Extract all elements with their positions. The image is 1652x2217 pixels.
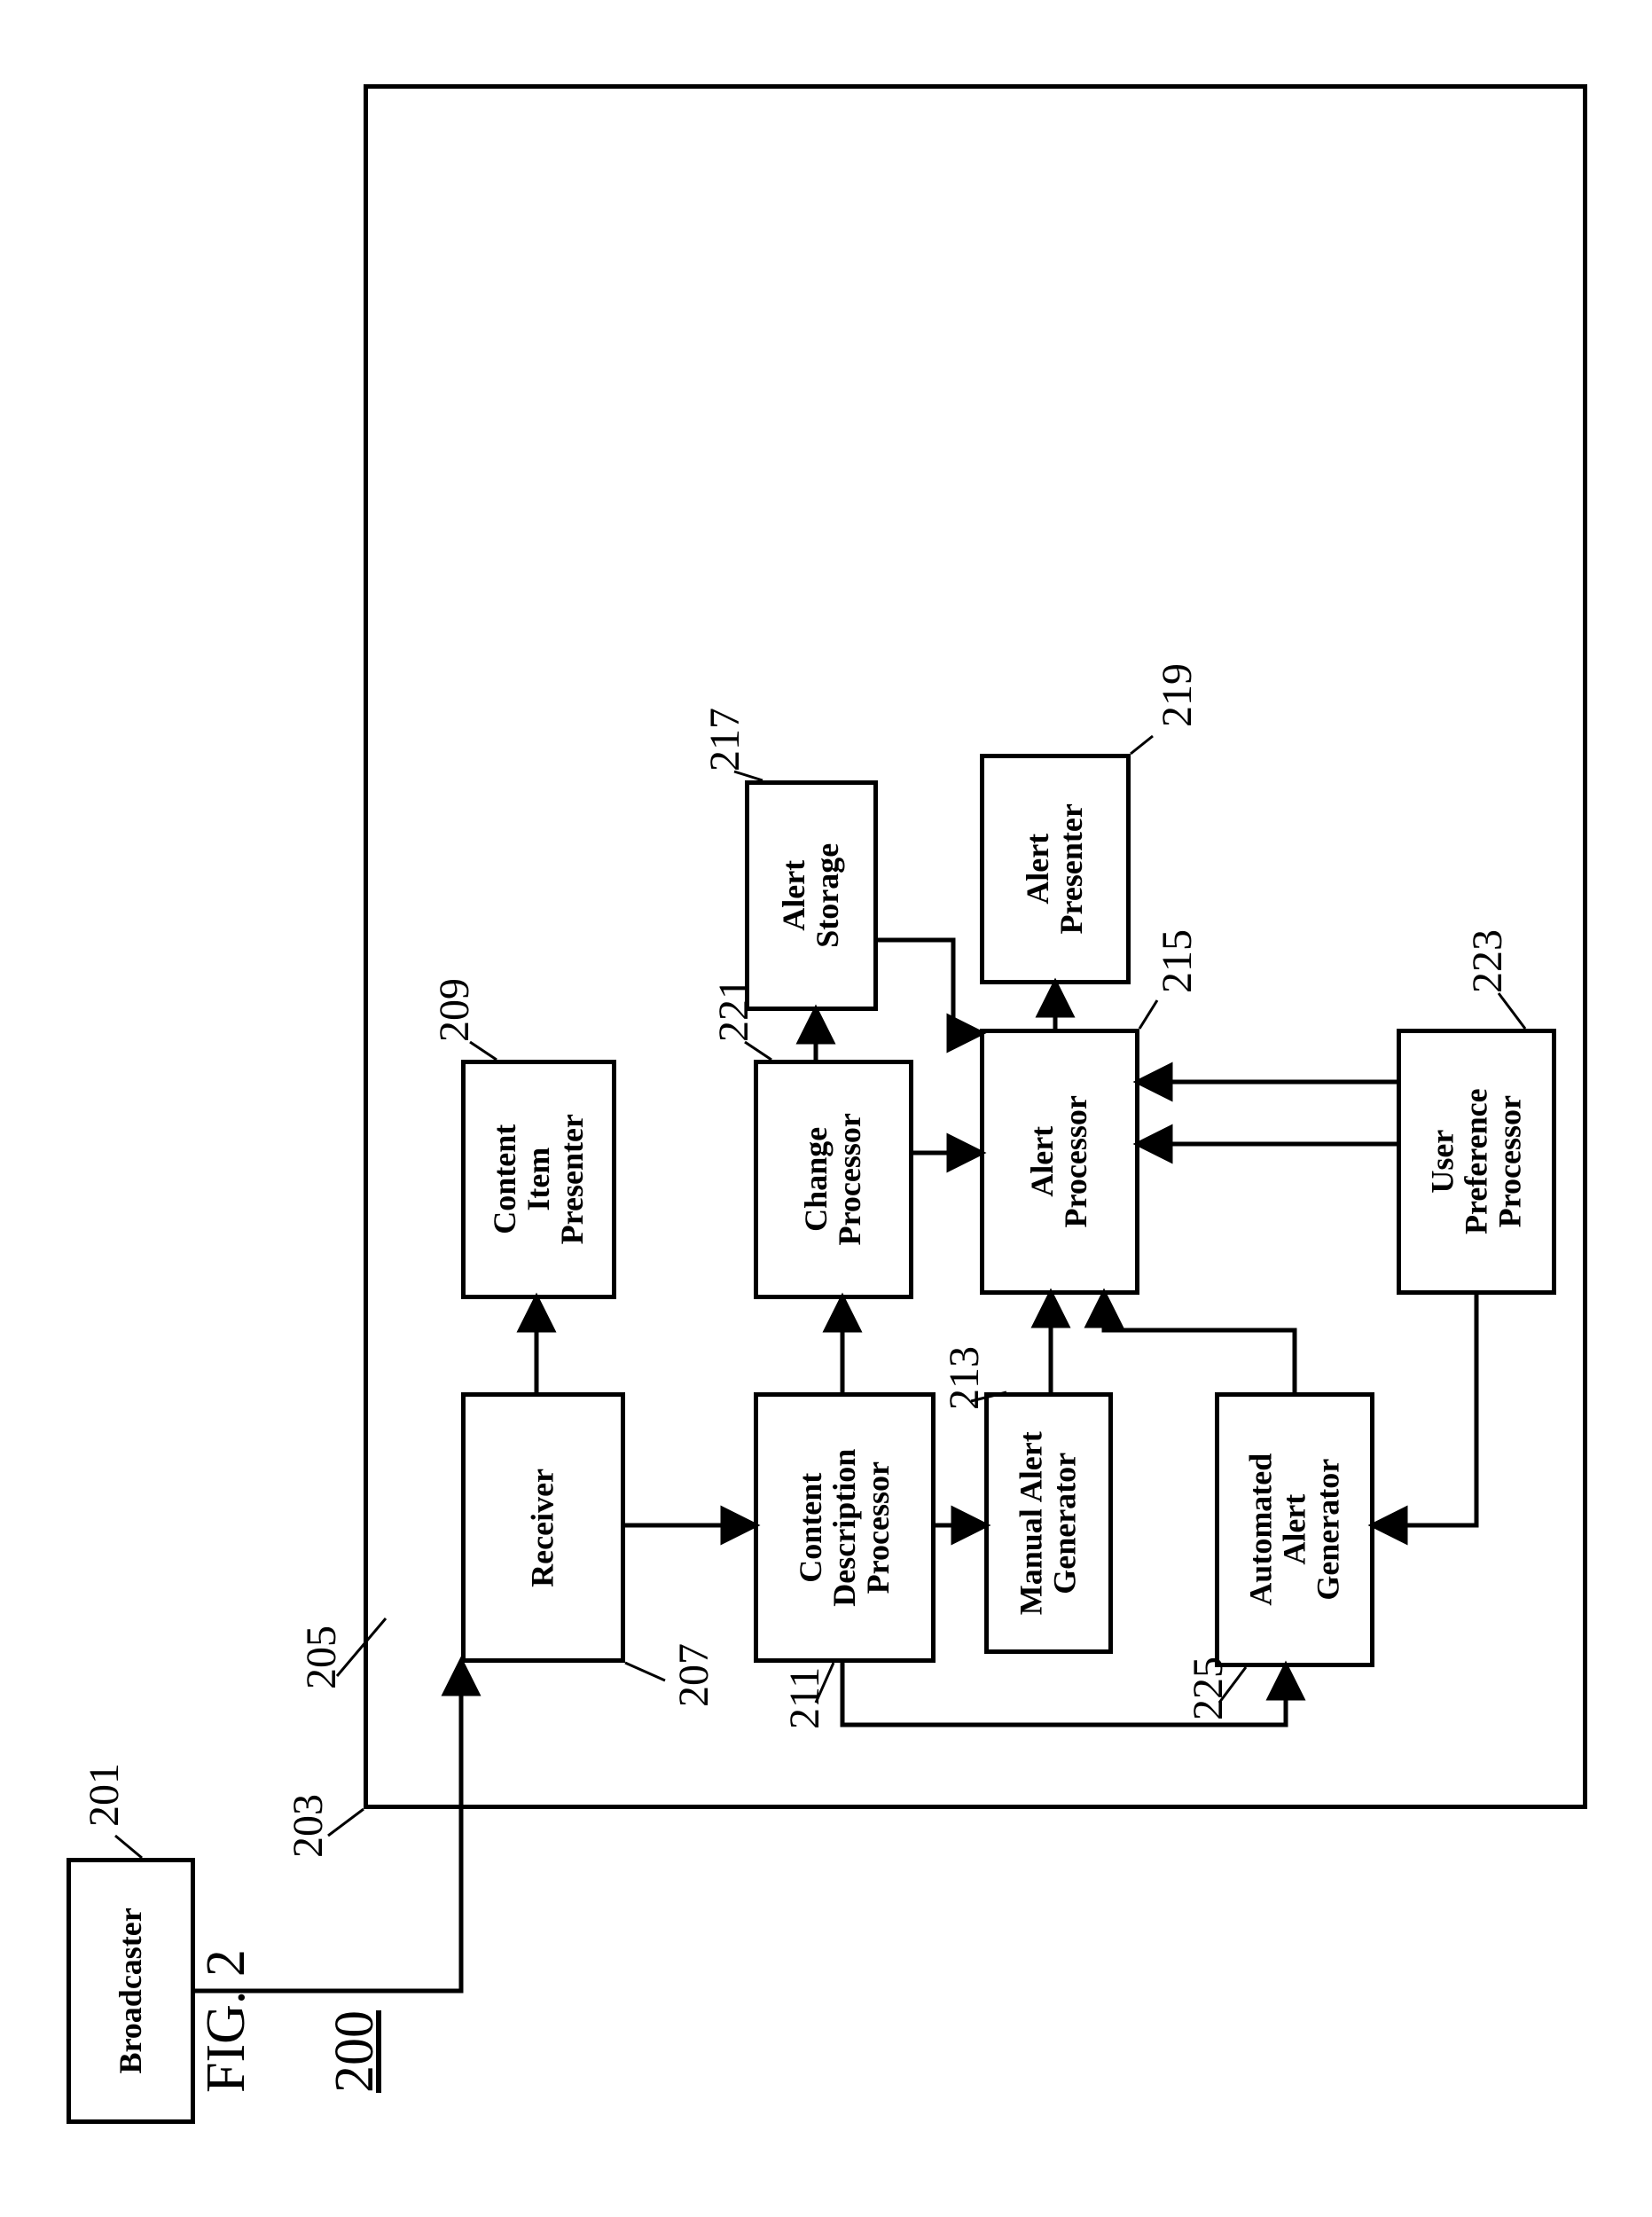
ref-label-205: 205 — [297, 1626, 346, 1689]
node-broadcaster-label: Broadcaster — [114, 1908, 148, 2073]
node-cip-label: Content Item Presenter — [489, 1111, 589, 1247]
ref-label-225: 225 — [1184, 1657, 1233, 1720]
node-manual-alert-generator: Manual Alert Generator — [984, 1392, 1113, 1654]
node-alert-presenter: Alert Presenter — [980, 754, 1131, 984]
node-presenter-label: Alert Presenter — [1022, 803, 1089, 935]
leader-201 — [115, 1836, 142, 1858]
node-cdp-label: Content Description Processor — [795, 1446, 895, 1609]
node-change-label: Change Processor — [800, 1109, 867, 1250]
figure-caption: FIG. 2 — [195, 1949, 258, 2093]
ref-label-207: 207 — [669, 1643, 718, 1707]
ref-label-209: 209 — [430, 978, 479, 1042]
diagram-stage: Broadcaster Receiver Content Item Presen… — [0, 0, 1652, 2217]
node-receiver: Receiver — [461, 1392, 625, 1663]
ref-label-215: 215 — [1153, 929, 1202, 993]
ref-label-213: 213 — [940, 1346, 989, 1410]
leader-203 — [328, 1809, 364, 1836]
node-storage-label: Alert Storage — [778, 839, 845, 952]
ref-label-203: 203 — [284, 1794, 333, 1858]
figure-ref: 200 — [324, 2010, 387, 2093]
ref-label-223: 223 — [1463, 929, 1512, 993]
node-broadcaster: Broadcaster — [67, 1858, 195, 2124]
ref-label-221: 221 — [709, 978, 758, 1042]
node-alertproc-label: Alert Processor — [1026, 1092, 1093, 1232]
node-alert-processor: Alert Processor — [980, 1029, 1139, 1295]
node-alert-storage: Alert Storage — [745, 780, 878, 1011]
node-content-item-presenter: Content Item Presenter — [461, 1060, 616, 1299]
ref-label-217: 217 — [701, 708, 749, 772]
node-change-processor: Change Processor — [754, 1060, 913, 1299]
node-manual-label: Manual Alert Generator — [1015, 1431, 1083, 1615]
node-automated-alert-generator: Automated Alert Generator — [1215, 1392, 1374, 1667]
node-auto-label: Automated Alert Generator — [1244, 1453, 1344, 1606]
node-userpref-label: User Preference Processor — [1426, 1089, 1526, 1235]
node-receiver-label: Receiver — [527, 1455, 560, 1600]
ref-label-211: 211 — [780, 1667, 829, 1729]
node-user-preference-processor: User Preference Processor — [1397, 1029, 1556, 1295]
ref-label-219: 219 — [1153, 663, 1202, 727]
ref-label-201: 201 — [80, 1763, 129, 1827]
node-content-description-processor: Content Description Processor — [754, 1392, 936, 1663]
